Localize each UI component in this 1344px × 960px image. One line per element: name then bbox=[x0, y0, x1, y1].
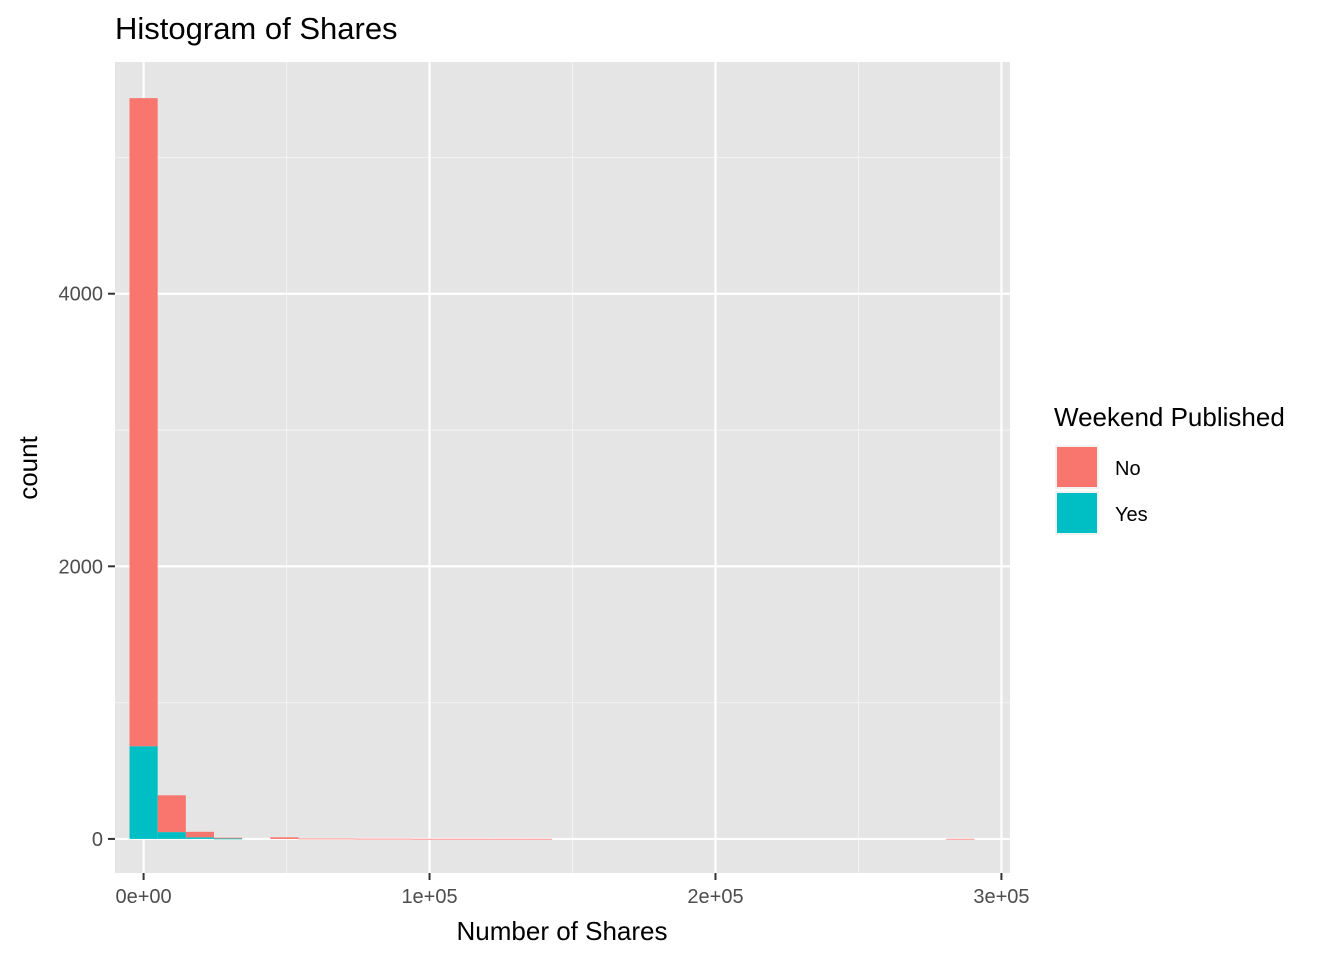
chart-title: Histogram of Shares bbox=[115, 11, 398, 46]
histogram-bar-no bbox=[270, 837, 299, 839]
histogram-bar-no bbox=[214, 837, 243, 839]
x-tick-label: 1e+05 bbox=[401, 886, 457, 908]
histogram-bar-no bbox=[129, 98, 158, 747]
histogram-bars bbox=[129, 98, 975, 840]
minor-gridlines bbox=[115, 62, 1010, 873]
y-tick-label: 4000 bbox=[59, 284, 104, 306]
x-axis-title: Number of Shares bbox=[457, 916, 668, 946]
legend-label-yes: Yes bbox=[1115, 504, 1148, 526]
histogram-bar-no bbox=[382, 838, 412, 840]
histogram-bar-no bbox=[185, 831, 215, 838]
legend-title: Weekend Published bbox=[1054, 402, 1285, 432]
histogram-bar-yes bbox=[157, 832, 186, 839]
x-tick-label: 2e+05 bbox=[687, 886, 743, 908]
histogram-bar-no bbox=[523, 838, 552, 840]
y-axis-title: count bbox=[13, 435, 43, 499]
x-tick-label: 3e+05 bbox=[973, 886, 1029, 908]
histogram-bar-no bbox=[411, 838, 440, 840]
histogram-bar-yes bbox=[185, 837, 215, 839]
legend: Weekend Published No Yes bbox=[1054, 402, 1285, 535]
legend-swatch-no bbox=[1057, 447, 1097, 487]
x-tick-label: 0e+00 bbox=[116, 886, 172, 908]
histogram-bar-no bbox=[439, 838, 468, 840]
histogram-bar-no bbox=[467, 838, 496, 840]
histogram-bar-yes bbox=[214, 838, 243, 840]
histogram-bar-no bbox=[298, 838, 327, 840]
legend-swatch-yes bbox=[1057, 493, 1097, 533]
histogram-bar-no bbox=[354, 838, 383, 840]
y-tick-label: 0 bbox=[92, 829, 103, 851]
legend-entries: No Yes bbox=[1055, 445, 1148, 535]
legend-label-no: No bbox=[1115, 458, 1141, 480]
histogram-bar-no bbox=[157, 795, 186, 833]
y-tick-label: 2000 bbox=[59, 556, 104, 578]
histogram-bar-no bbox=[946, 838, 975, 840]
histogram-bar-no bbox=[326, 838, 355, 840]
plot-panel bbox=[115, 62, 1010, 873]
y-axis: 0 2000 4000 bbox=[59, 284, 115, 851]
histogram-bar-yes bbox=[129, 746, 158, 839]
x-axis: 0e+00 1e+05 2e+05 3e+05 bbox=[116, 873, 1030, 908]
histogram-bar-no bbox=[495, 838, 524, 840]
